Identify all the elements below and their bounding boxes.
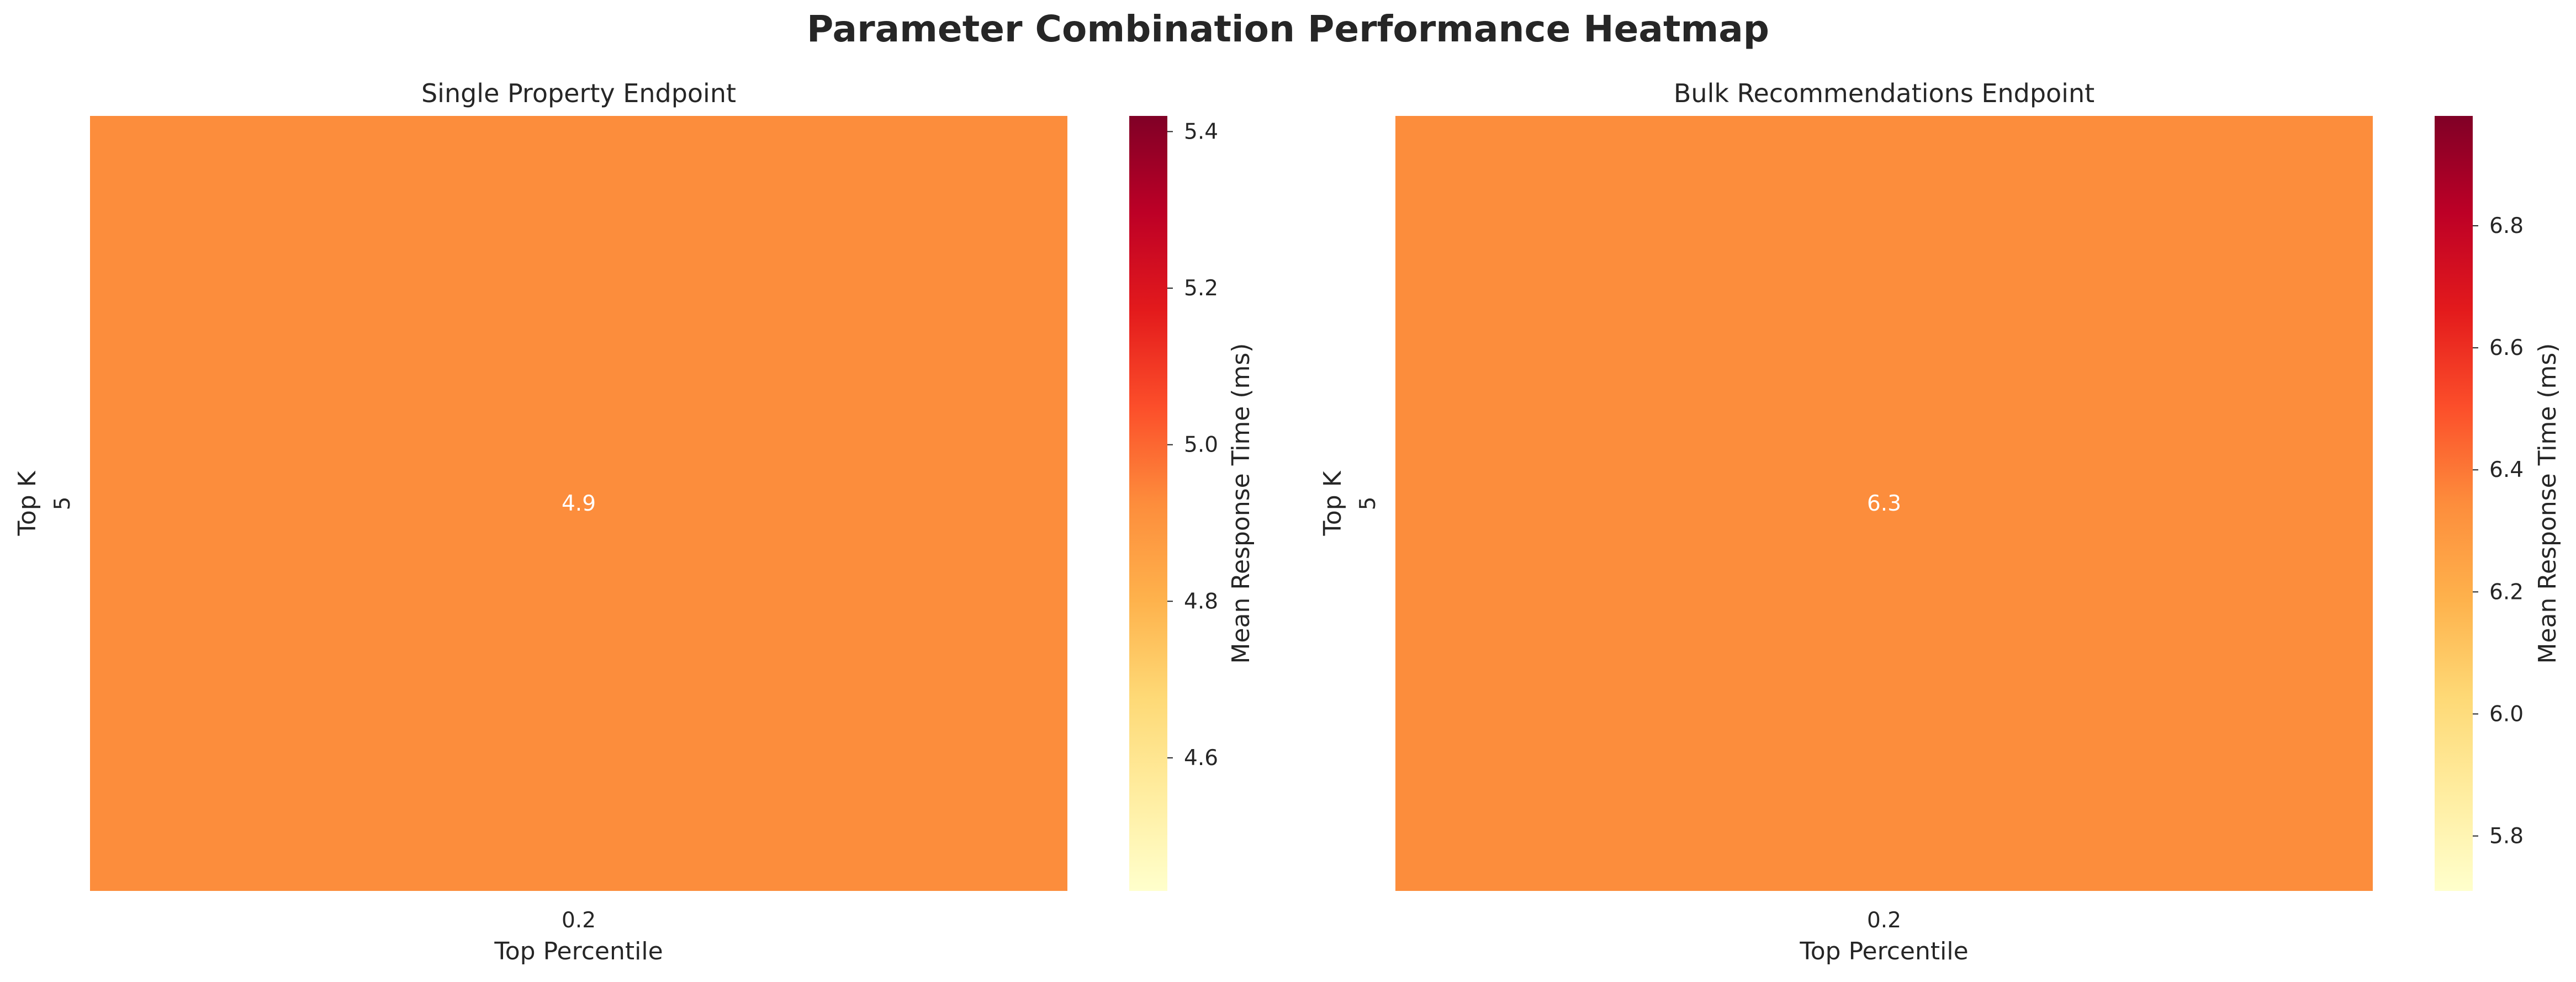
colorbar-tick-label: 4.8 <box>1184 589 1218 614</box>
heatmap-cell <box>1395 116 2373 891</box>
y-axis-label: Top K <box>13 470 41 536</box>
colorbar-tick-label: 5.8 <box>2489 824 2524 849</box>
colorbar-ticks: 4.6 4.8 5.0 5.2 5.4 <box>1167 119 1218 771</box>
heatmap-cell <box>90 116 1067 891</box>
colorbar <box>2435 116 2473 891</box>
cell-annotation: 4.9 <box>562 491 596 516</box>
colorbar <box>1129 116 1167 891</box>
panel-single-property: Single Property Endpoint 4.9 0.2 Top Per… <box>13 78 1255 965</box>
cell-annotation: 6.3 <box>1867 491 1901 516</box>
panel-title: Bulk Recommendations Endpoint <box>1674 78 2094 108</box>
panel-title: Single Property Endpoint <box>421 78 736 108</box>
colorbar-tick-label: 5.2 <box>1184 276 1218 301</box>
colorbar-label: Mean Response Time (ms) <box>1227 343 1255 664</box>
figure-title: Parameter Combination Performance Heatma… <box>806 8 1770 50</box>
colorbar-tick-label: 6.4 <box>2489 458 2524 482</box>
y-axis-label: Top K <box>1319 470 1347 536</box>
x-tick-label: 0.2 <box>562 908 596 933</box>
colorbar-tick-label: 5.0 <box>1184 433 1218 458</box>
colorbar-tick-label: 6.8 <box>2489 214 2524 238</box>
y-tick-label: 5 <box>1356 497 1380 511</box>
colorbar-ticks: 5.8 6.0 6.2 6.4 6.6 6.8 <box>2473 214 2524 849</box>
x-axis-label: Top Percentile <box>494 937 663 965</box>
colorbar-tick-label: 5.4 <box>1184 119 1218 144</box>
colorbar-tick-label: 4.6 <box>1184 746 1218 771</box>
colorbar-tick-label: 6.0 <box>2489 702 2524 726</box>
x-axis-label: Top Percentile <box>1799 937 1968 965</box>
colorbar-tick-label: 6.2 <box>2489 580 2524 604</box>
colorbar-tick-label: 6.6 <box>2489 336 2524 360</box>
panel-bulk-recommendations: Bulk Recommendations Endpoint 6.3 0.2 To… <box>1319 78 2562 965</box>
y-tick-label: 5 <box>50 497 75 511</box>
colorbar-label: Mean Response Time (ms) <box>2533 343 2562 664</box>
x-tick-label: 0.2 <box>1867 908 1901 933</box>
